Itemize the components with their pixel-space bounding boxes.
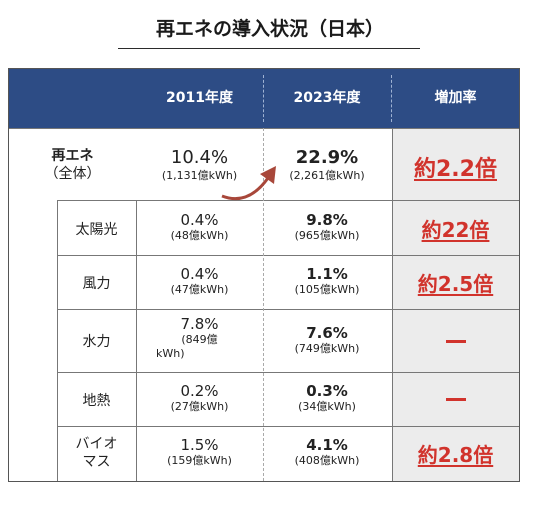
- hydro-2023-value: 7.6%: [306, 324, 348, 342]
- solar-2023: 9.8% (965億kWh): [263, 211, 391, 243]
- row-divider: [9, 128, 519, 129]
- wind-2011-value: 0.4%: [180, 265, 219, 283]
- geothermal-2023-kwh: (34億kWh): [298, 400, 356, 413]
- geothermal-2011-kwh: (27億kWh): [170, 400, 229, 413]
- row-divider: [57, 426, 519, 427]
- row-divider: [57, 200, 519, 201]
- row-label-geothermal: 地熱: [82, 393, 111, 409]
- total-rate-text: 約2.2倍: [414, 157, 497, 182]
- column-divider: [136, 200, 137, 481]
- hydro-2011: 7.8% (849億 kWh): [136, 315, 263, 361]
- total-2023-value: 22.9%: [295, 147, 359, 168]
- renewables-table: 2011年度 2023年度 増加率 再エネ （全体） 10.4% (1,131億…: [8, 68, 520, 482]
- geothermal-2011-value: 0.2%: [180, 382, 219, 400]
- row-divider: [57, 255, 519, 256]
- total-label-main: 再エネ: [51, 148, 94, 164]
- row-label-hydro: 水力: [82, 334, 111, 350]
- wind-rate-text: 約2.5倍: [417, 272, 494, 296]
- hydro-rate-dash: [446, 340, 466, 343]
- total-2023: 22.9% (2,261億kWh): [263, 147, 391, 183]
- wind-2011-kwh: (47億kWh): [170, 283, 229, 296]
- hydro-2011-value: 7.8%: [180, 315, 219, 333]
- total-label: 再エネ （全体）: [9, 147, 136, 183]
- hydro-2023-kwh: (749億kWh): [294, 342, 360, 355]
- solar-2023-kwh: (965億kWh): [294, 229, 360, 242]
- growth-arrow-icon: [221, 166, 276, 201]
- biomass-rate: 約2.8倍: [392, 439, 519, 468]
- hydro-2011-kwh-cont: kWh): [156, 347, 185, 360]
- solar-2011: 0.4% (48億kWh): [136, 211, 263, 243]
- header-rate: 増加率: [434, 90, 477, 106]
- header-divider: [263, 75, 264, 122]
- biomass-2023-kwh: (408億kWh): [294, 454, 360, 467]
- total-2011-value: 10.4%: [170, 147, 229, 168]
- total-label-sub: （全体）: [44, 166, 101, 182]
- row-label-wind: 風力: [82, 276, 111, 292]
- header-divider: [391, 75, 392, 122]
- geothermal-2011: 0.2% (27億kWh): [136, 382, 263, 414]
- geothermal-2023: 0.3% (34億kWh): [263, 382, 391, 414]
- header-2011: 2011年度: [166, 90, 233, 106]
- biomass-label-line1: バイオ: [75, 436, 118, 452]
- biomass-2011-kwh: (159億kWh): [167, 454, 232, 467]
- wind-2023-kwh: (105億kWh): [294, 283, 360, 296]
- title-underline: [118, 48, 420, 49]
- biomass-2011-value: 1.5%: [180, 436, 219, 454]
- column-divider: [57, 200, 58, 481]
- biomass-label-line2: マス: [82, 454, 111, 470]
- wind-2023-value: 1.1%: [306, 265, 348, 283]
- page-title: 再エネの導入状況（日本）: [155, 18, 384, 40]
- hydro-2023: 7.6% (749億kWh): [263, 324, 391, 356]
- total-2023-kwh: (2,261億kWh): [289, 169, 365, 182]
- table-header: 2011年度 2023年度 増加率: [9, 69, 519, 128]
- wind-rate: 約2.5倍: [392, 268, 519, 297]
- solar-rate: 約22倍: [392, 214, 519, 243]
- solar-rate-text: 約22倍: [421, 218, 490, 242]
- row-divider: [57, 372, 519, 373]
- solar-2011-value: 0.4%: [180, 211, 219, 229]
- row-label-solar: 太陽光: [75, 222, 118, 238]
- row-label-biomass: バイオ マス: [57, 435, 136, 471]
- total-2011-kwh: (1,131億kWh): [161, 169, 238, 182]
- geothermal-rate-dash: [446, 398, 466, 401]
- total-2011: 10.4% (1,131億kWh): [136, 147, 263, 183]
- hydro-2011-kwh: (849億: [181, 333, 218, 346]
- biomass-2011: 1.5% (159億kWh): [136, 436, 263, 468]
- total-rate: 約2.2倍: [392, 151, 519, 183]
- solar-2023-value: 9.8%: [306, 211, 348, 229]
- column-divider: [392, 128, 393, 481]
- row-divider: [57, 309, 519, 310]
- biomass-2023: 4.1% (408億kWh): [263, 436, 391, 468]
- wind-2011: 0.4% (47億kWh): [136, 265, 263, 297]
- geothermal-2023-value: 0.3%: [306, 382, 348, 400]
- growth-arrow-head: [260, 166, 276, 184]
- dashed-divider: [263, 128, 264, 481]
- rate-column-bg: [392, 128, 519, 481]
- wind-2023: 1.1% (105億kWh): [263, 265, 391, 297]
- header-2023: 2023年度: [293, 90, 361, 106]
- biomass-rate-text: 約2.8倍: [417, 443, 494, 467]
- biomass-2023-value: 4.1%: [306, 436, 348, 454]
- growth-arrow-shaft: [221, 177, 270, 201]
- solar-2011-kwh: (48億kWh): [170, 229, 229, 242]
